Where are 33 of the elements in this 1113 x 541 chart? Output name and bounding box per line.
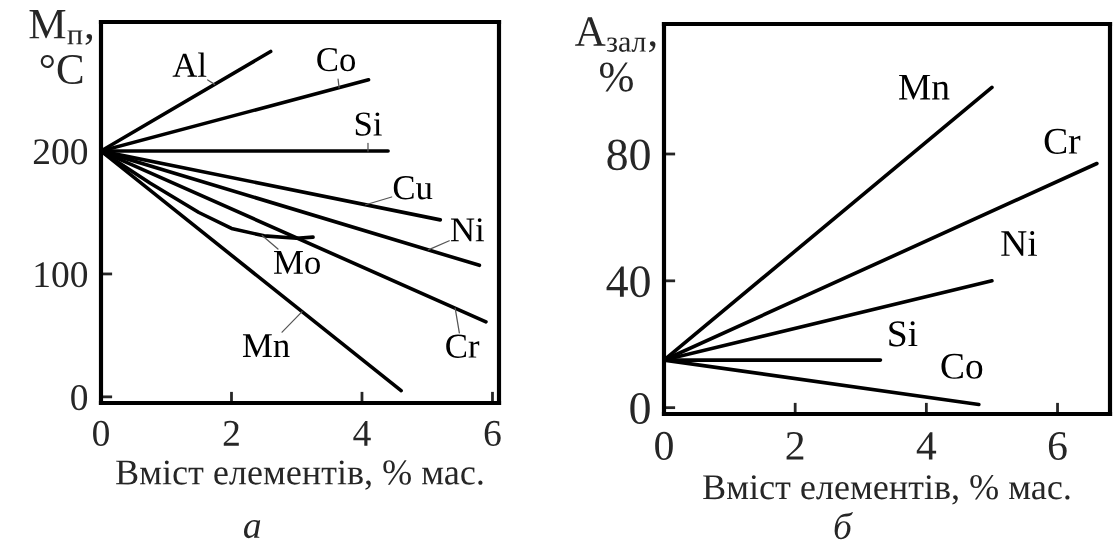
y-tick-label: 0 <box>630 393 650 425</box>
y-axis-title: М$_{п}$, °C <box>29 10 93 84</box>
series-label: Co <box>941 353 983 379</box>
series-label: Ni <box>450 218 485 242</box>
series-label: Co <box>317 47 356 72</box>
series-label: Si <box>355 112 382 136</box>
x-tick-label: 0 <box>655 431 673 460</box>
x-tick-label: 6 <box>484 420 501 447</box>
series-label: Ni <box>1001 231 1037 256</box>
y-tick-label: 0 <box>71 384 88 411</box>
series-label: Mn <box>242 334 290 357</box>
series-label: Cu <box>393 176 433 200</box>
series-label: Mn <box>898 74 950 100</box>
x-axis-title: Вміст елементів, % мас. <box>703 475 1070 505</box>
x-tick-label: 4 <box>916 432 937 460</box>
text: а <box>243 520 261 539</box>
series-label: Cr <box>1044 128 1081 154</box>
x-tick-label: 0 <box>93 420 109 447</box>
x-tick-label: 4 <box>353 421 371 446</box>
text: б <box>834 512 853 540</box>
y-tick-label: 40 <box>606 266 650 298</box>
series-label: Mo <box>274 251 320 275</box>
x-tick-label: 2 <box>786 431 804 460</box>
series-label: Cr <box>446 334 480 358</box>
series-label: Al <box>172 52 207 77</box>
y-axis-title: А$_{зал}$, % <box>575 17 656 92</box>
series-label: Si <box>889 321 918 347</box>
x-tick-label: 6 <box>1048 431 1067 460</box>
y-tick-label: 200 <box>33 139 88 165</box>
x-tick-label: 2 <box>223 420 239 446</box>
y-tick-label: 100 <box>35 262 88 288</box>
x-axis-title: Вміст елементів, % мас. <box>116 460 483 490</box>
y-tick-label: 80 <box>607 139 650 171</box>
